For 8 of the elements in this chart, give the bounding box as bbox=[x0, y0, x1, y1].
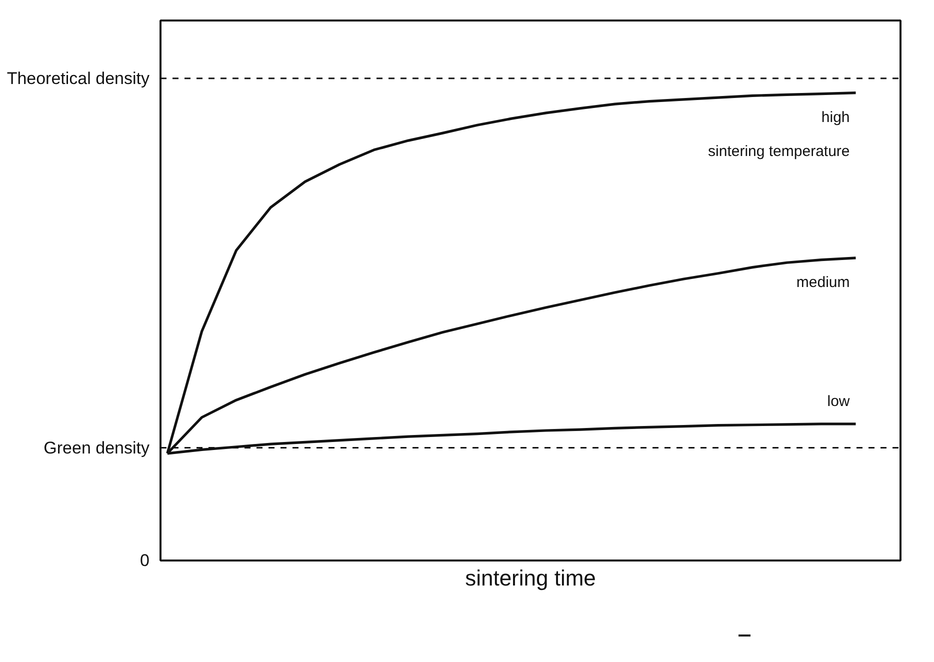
series-label: high bbox=[821, 108, 850, 126]
x-axis-title: sintering time bbox=[465, 566, 596, 590]
annotation: sintering temperature bbox=[708, 142, 850, 160]
ref-line-label: Theoretical density bbox=[6, 68, 150, 88]
text: 0 bbox=[140, 551, 150, 570]
series-label: medium bbox=[796, 274, 850, 291]
series-label: low bbox=[827, 392, 850, 410]
ref-line-label: Green density bbox=[44, 438, 150, 458]
